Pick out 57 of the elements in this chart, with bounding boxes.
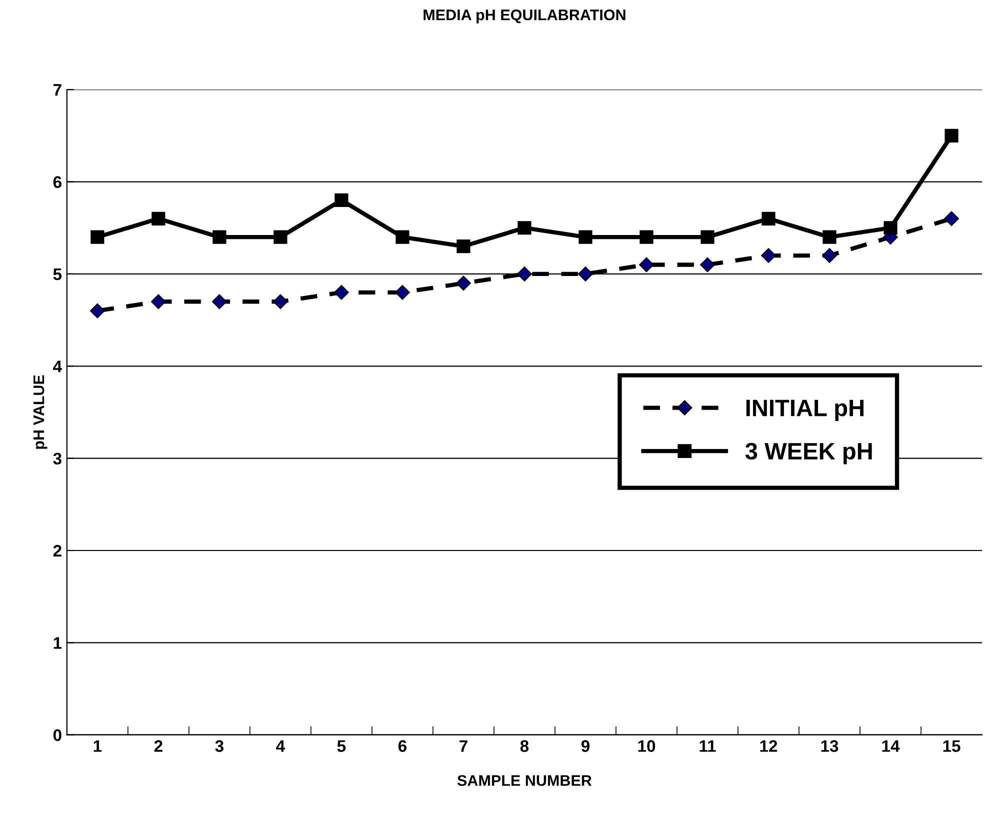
x-axis-title: SAMPLE NUMBER [457, 775, 592, 786]
x-tick-label: 2 [154, 740, 162, 752]
point [517, 266, 532, 282]
point [396, 230, 410, 244]
point [274, 230, 288, 244]
legend-label: INITIAL pH [746, 400, 864, 421]
y-tick-label: 7 [54, 84, 62, 96]
point [944, 211, 959, 226]
point [700, 257, 715, 272]
y-tick-label: 1 [54, 637, 62, 649]
x-tick-label: 10 [638, 740, 656, 752]
point [90, 303, 105, 318]
x-tick-label: 15 [943, 740, 960, 752]
point [90, 230, 104, 244]
x-tick-label: 6 [398, 740, 406, 752]
x-tick-label: 4 [276, 740, 285, 752]
point [884, 221, 898, 235]
x-tick-label: 3 [215, 740, 224, 752]
chart-title: MEDIA pH EQUILABRATION [424, 9, 626, 24]
point [761, 248, 776, 263]
point [212, 294, 227, 310]
y-axis-title: pH VALUE [34, 375, 48, 449]
y-tick-label: 5 [53, 268, 62, 280]
point [700, 230, 714, 244]
x-tick-label: 1 [94, 740, 102, 752]
point [456, 240, 470, 254]
point [639, 257, 654, 272]
point [334, 284, 349, 300]
point [150, 294, 166, 310]
y-tick-label: 0 [53, 729, 62, 742]
y-tick-label: 6 [53, 176, 62, 188]
point [395, 284, 410, 300]
x-tick-label: 14 [882, 740, 900, 752]
x-tick-label: 7 [460, 740, 468, 752]
x-tick-label: 5 [337, 740, 346, 752]
y-tick-label: 4 [53, 360, 62, 372]
x-tick-label: 8 [520, 740, 529, 752]
y-tick-label: 3 [53, 452, 62, 465]
point [152, 212, 166, 226]
x-tick-label: 9 [581, 740, 590, 752]
point [456, 276, 471, 291]
x-tick-label: 11 [700, 740, 716, 752]
point [944, 128, 958, 142]
point [334, 193, 348, 208]
point [822, 248, 837, 263]
point [518, 221, 532, 235]
point [578, 230, 592, 244]
y-tick-label: 2 [53, 544, 62, 557]
point [822, 230, 836, 244]
point [762, 212, 776, 226]
point [640, 230, 654, 244]
x-tick-label: 13 [821, 740, 838, 752]
legend-label: 3 WEEK pH [745, 442, 872, 464]
point [578, 266, 593, 282]
point [273, 294, 288, 310]
point [212, 230, 226, 244]
x-tick-label: 12 [760, 740, 778, 752]
